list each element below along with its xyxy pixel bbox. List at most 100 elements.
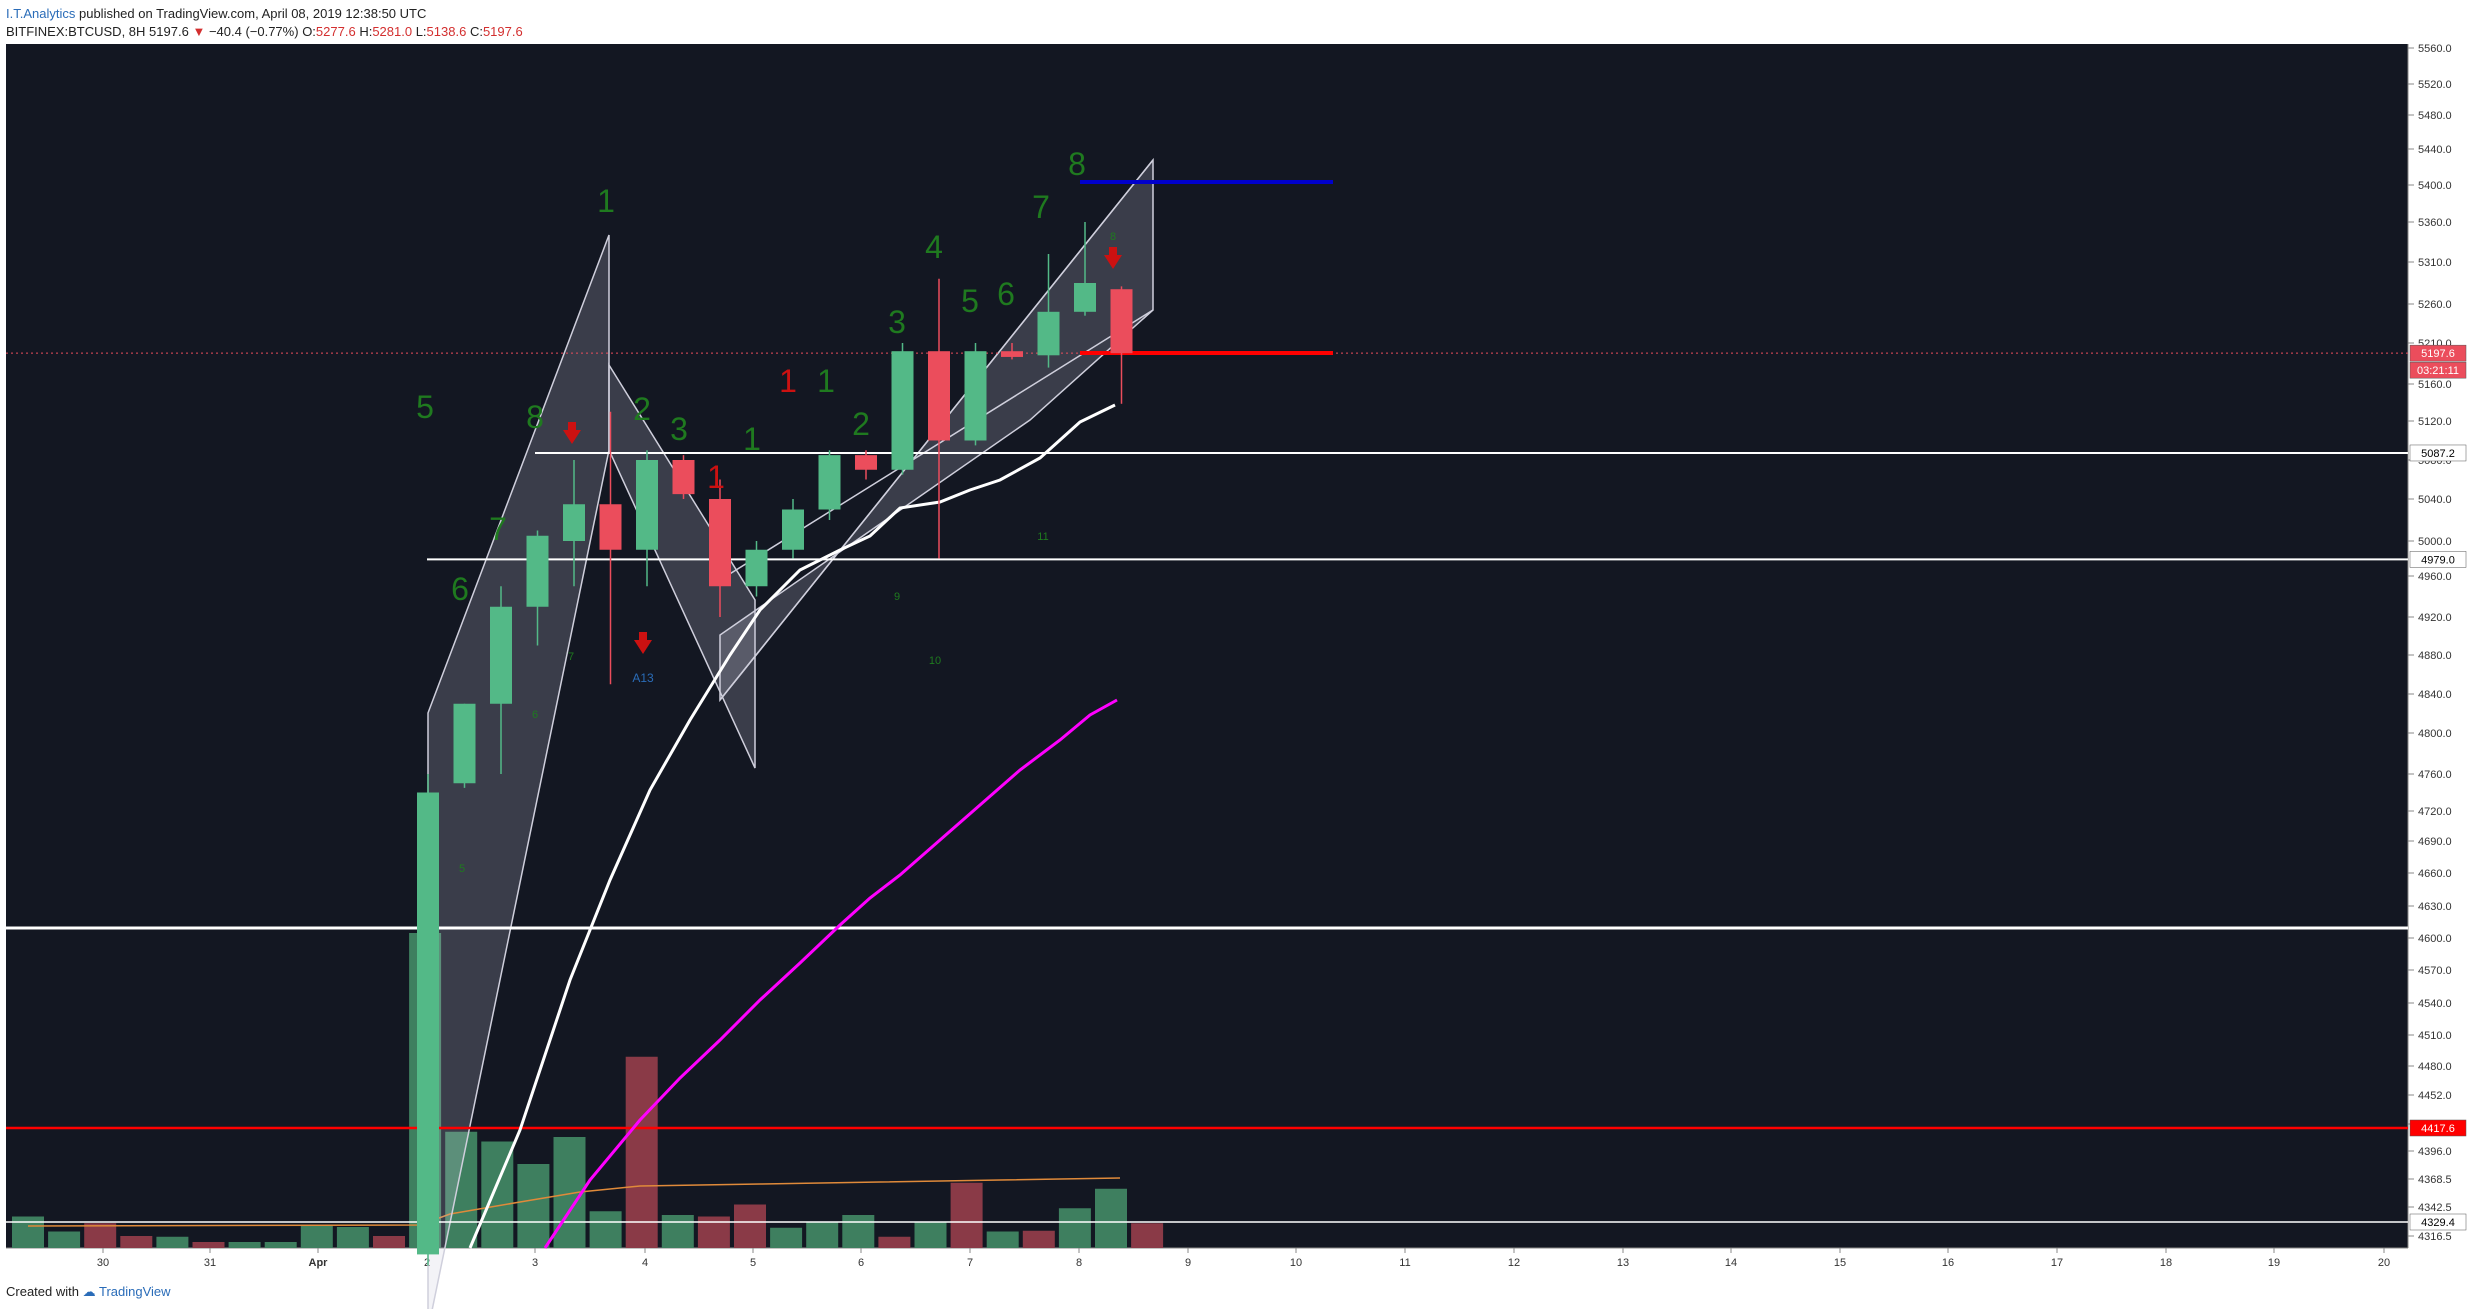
candle-up [1037,311,1060,356]
time-tick-label: 2 [424,1257,430,1269]
level-4979-tag: 4979.0 [2421,554,2455,566]
time-axis: 30 31 Apr 2 3 4 5 6 7 8 9 10 11 12 13 14 15 16 17 18 19 20 [6,1247,2408,1269]
candle-down [599,504,622,550]
level-4329-tag: 4329.4 [2421,1217,2455,1229]
td-setup-small-label: 10 [929,655,941,667]
sell-arrow-stem [639,632,647,641]
level-4417-tag: 4417.6 [2421,1123,2455,1135]
last-price: 5197.6 [149,24,189,39]
price-tick-label: 5040.0 [2418,494,2452,506]
candle-up [526,535,549,607]
open-label: O: [302,24,316,39]
price-tick-label: 5260.0 [2418,299,2452,311]
volume-bar [625,1056,658,1248]
volume-bar [84,1223,117,1248]
candle-up [891,351,914,470]
price-tick-label: 4840.0 [2418,689,2452,701]
price-tick-label: 4660.0 [2418,868,2452,880]
td-setup-small-label: 5 [459,863,465,875]
candle-up [782,509,804,550]
candle-up [417,792,439,1255]
volume-bar [264,1242,297,1248]
td-count-label: 5 [961,283,979,319]
price-tick-label: 5120.0 [2418,416,2452,428]
volume-bar [373,1236,405,1248]
time-tick-label: 4 [642,1257,648,1269]
candle-down [855,455,877,470]
candle-up [636,460,658,550]
price-tick-label: 4720.0 [2418,806,2452,818]
down-arrow-icon: ▼ [192,24,206,39]
volume-bar [192,1242,225,1248]
low-label: L: [415,24,427,39]
volume-bar [842,1215,875,1248]
price-tick-label: 4800.0 [2418,728,2452,740]
volume-bar [986,1231,1019,1248]
countdown-tag-box [2409,361,2467,379]
candle-down [672,460,695,495]
volume-bar [1095,1188,1127,1248]
time-tick-label: 6 [858,1257,864,1269]
chart-header: I.T.Analytics published on TradingView.c… [6,2,1206,42]
candle-up [964,351,987,441]
high-label: H: [359,24,373,39]
td-setup-small-label: 7 [568,651,574,663]
candle-down [928,351,950,441]
close-value: 5197.6 [482,24,523,39]
price-tick-label: 4510.0 [2418,1030,2452,1042]
last-price-tag: 5197.6 [2421,348,2455,360]
time-tick-label: 30 [97,1257,109,1269]
tradingview-link[interactable]: TradingView [99,1284,171,1299]
time-tick-label: 13 [1617,1257,1629,1269]
plot-background [6,44,2408,1248]
price-tick-label: 4396.0 [2418,1146,2452,1158]
a13-annotation: A13 [632,671,654,685]
volume-bar [770,1227,803,1248]
time-tick-label: 7 [967,1257,973,1269]
price-tick-label: 4570.0 [2418,965,2452,977]
candle-series [417,222,1133,1266]
candle-up [818,455,841,510]
sell-arrow-icon [634,640,652,654]
volume-bar [697,1216,730,1248]
sell-arrow-stem [1109,247,1117,256]
td-count-label: 8 [1068,146,1086,182]
level-4979-tag-box [2409,551,2467,568]
created-with-text: Created with [6,1284,79,1299]
candle-up [1074,283,1096,312]
level-4329-tag-box [2409,1213,2467,1231]
slow-ma-line [543,698,1118,1249]
volume-bar [589,1211,622,1248]
time-tick-label: 16 [1942,1257,1954,1269]
td-count-label: 2 [633,391,651,427]
price-tick-label: 5520.0 [2418,79,2452,91]
published-text: published on TradingView.com, April 08, … [78,6,427,21]
author-link[interactable]: I.T.Analytics [6,6,76,21]
price-tick-label: 5160.0 [2418,379,2452,391]
volume-bar [950,1182,983,1248]
price-axis: 5560.0 5520.0 5480.0 5440.0 5400.0 5360.0 5310… [2407,43,2452,1248]
level-5087-tag: 5087.2 [2421,448,2455,460]
price-tick-label: 4880.0 [2418,650,2452,662]
candle-down [1001,351,1023,357]
price-tick-label: 4600.0 [2418,933,2452,945]
td-count-label: 1 [743,421,761,457]
volume-bar [1022,1230,1055,1248]
volume-bar [228,1242,261,1248]
footer: Created with ☁ TradingView [6,1284,171,1300]
price-tick-label: 5000.0 [2418,536,2452,548]
open-value: 5277.6 [315,24,356,39]
price-tick-label: 4690.0 [2418,836,2452,848]
td-count-label: 1 [779,363,797,399]
level-5087-tag-box [2409,444,2467,462]
candle-up [453,703,476,784]
volume-bar [517,1164,550,1248]
candle-down [1110,289,1133,354]
td-count-label: 7 [489,511,507,547]
time-tick-label: 8 [1076,1257,1082,1269]
time-tick-label: 20 [2378,1257,2390,1269]
td-count-label: 1 [597,183,615,219]
td-count-label: 7 [1032,189,1050,225]
